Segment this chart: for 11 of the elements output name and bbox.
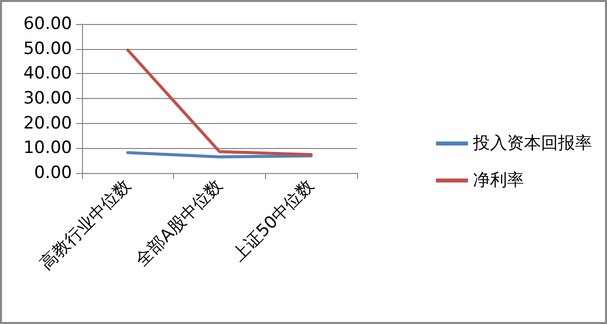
y-tick-label: 40.00 — [23, 64, 72, 84]
legend-label: 净利率 — [473, 170, 524, 190]
y-tick-label: 20.00 — [23, 113, 72, 134]
x-tick-label: 全部A股中位数 — [132, 176, 227, 270]
y-tick-label: 50.00 — [23, 38, 72, 59]
y-tick-label: 0.00 — [34, 163, 72, 183]
y-tick-label: 10.00 — [23, 138, 72, 158]
legend-label: 投入资本回报率 — [472, 134, 592, 154]
x-tick-label: 上证50中位数 — [228, 176, 318, 266]
y-tick-label: 60.00 — [23, 14, 72, 34]
y-tick-label: 30.00 — [23, 88, 72, 108]
